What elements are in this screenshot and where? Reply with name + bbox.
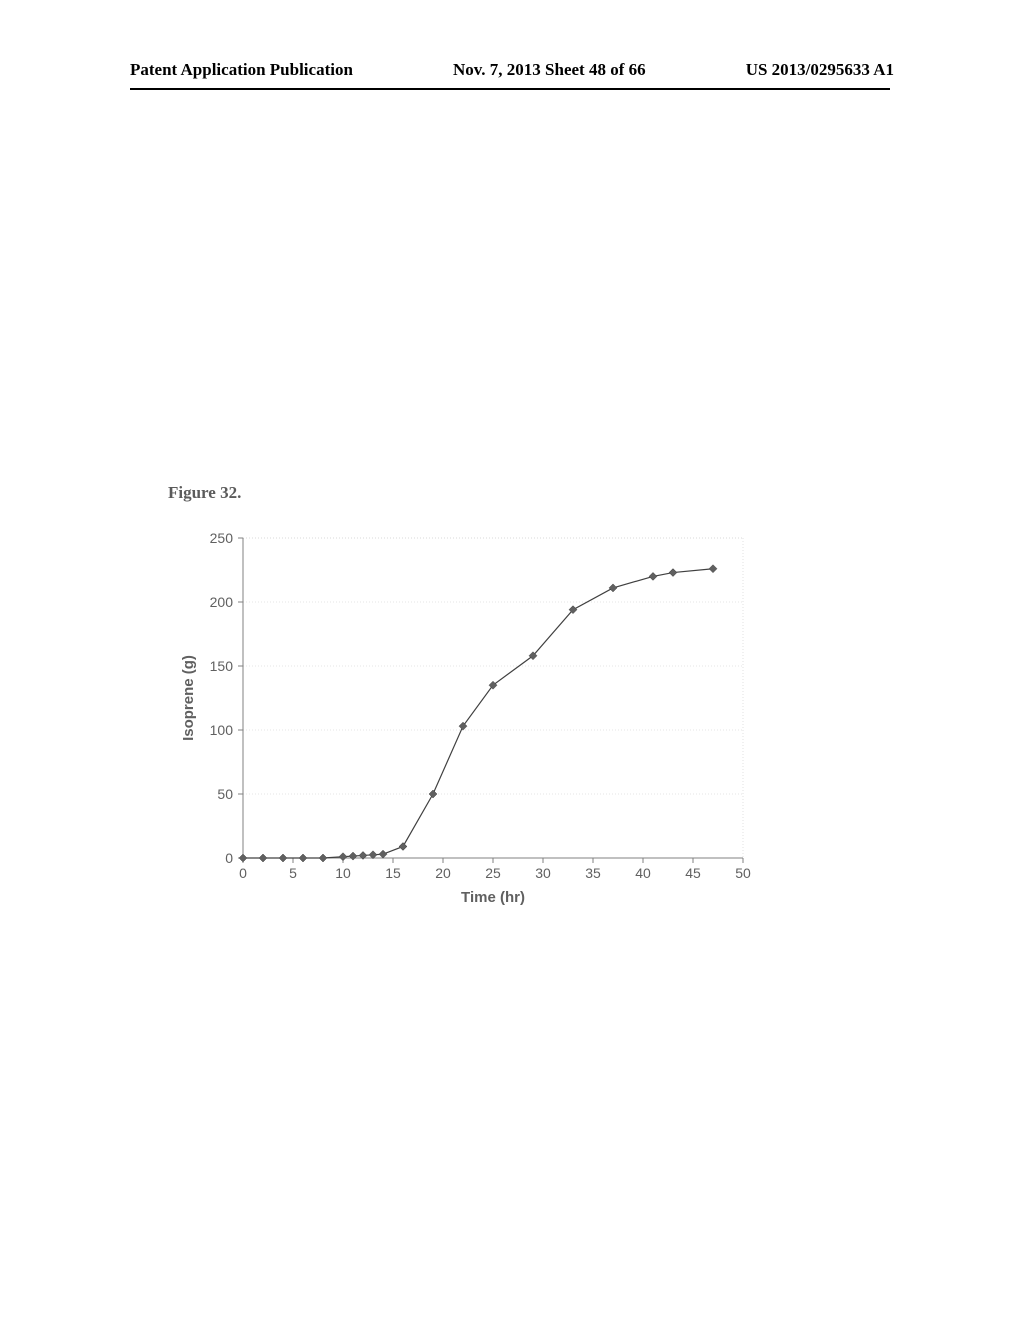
svg-text:0: 0 — [225, 850, 233, 866]
y-axis-label: Isoprene (g) — [180, 655, 197, 741]
svg-text:20: 20 — [435, 865, 451, 881]
svg-text:100: 100 — [210, 722, 234, 738]
header-left: Patent Application Publication — [130, 60, 353, 80]
svg-text:25: 25 — [485, 865, 501, 881]
figure-label: Figure 32. — [168, 483, 241, 503]
isoprene-time-chart: 0 5 10 15 20 25 30 35 40 45 50 0 50 100 150 200 250 Time … — [168, 528, 763, 913]
header-center: Nov. 7, 2013 Sheet 48 of 66 — [453, 60, 646, 80]
header-rule — [130, 88, 890, 90]
header-right: US 2013/0295633 A1 — [746, 60, 894, 80]
svg-text:5: 5 — [289, 865, 297, 881]
svg-text:35: 35 — [585, 865, 601, 881]
svg-text:50: 50 — [217, 786, 233, 802]
svg-text:0: 0 — [239, 865, 247, 881]
svg-text:45: 45 — [685, 865, 701, 881]
svg-text:15: 15 — [385, 865, 401, 881]
x-axis-label: Time (hr) — [461, 889, 525, 906]
svg-text:200: 200 — [210, 594, 234, 610]
svg-text:250: 250 — [210, 530, 234, 546]
svg-text:40: 40 — [635, 865, 651, 881]
page-header: Patent Application Publication Nov. 7, 2… — [0, 60, 1024, 80]
chart-container: 0 5 10 15 20 25 30 35 40 45 50 0 50 100 150 200 250 Time … — [168, 528, 768, 913]
svg-text:30: 30 — [535, 865, 551, 881]
svg-text:10: 10 — [335, 865, 351, 881]
svg-text:150: 150 — [210, 658, 234, 674]
svg-text:50: 50 — [735, 865, 751, 881]
